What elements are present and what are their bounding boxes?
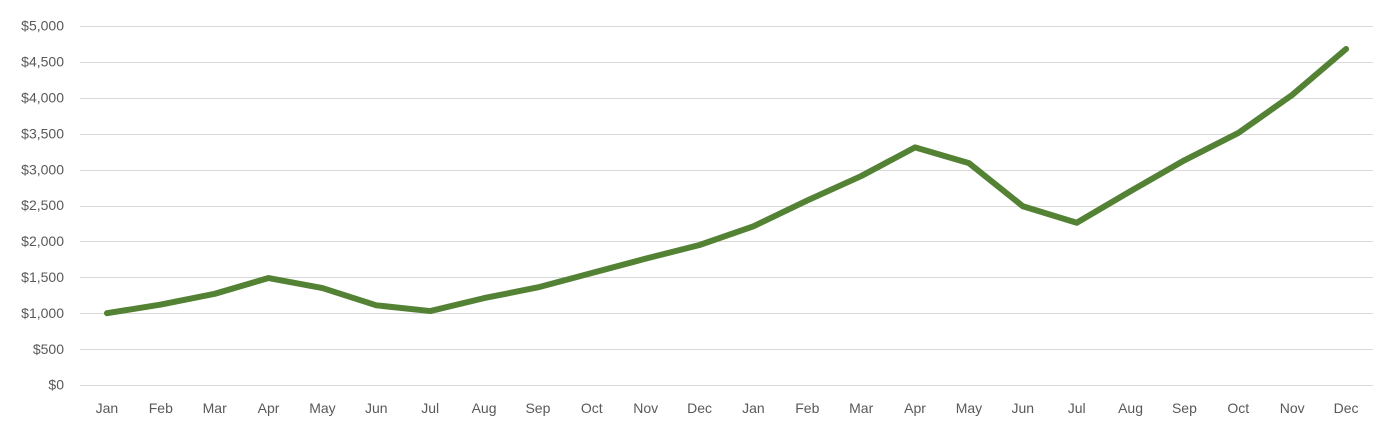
x-tick-label: May	[309, 400, 335, 416]
series-layer	[103, 45, 1350, 317]
x-tick-label: Mar	[203, 400, 227, 416]
x-tick-label: Feb	[795, 400, 819, 416]
y-axis-tick-labels: $0 $500 $1,000 $1,500 $2,000 $2,500 $3,000 $3,5…	[21, 18, 64, 393]
x-tick-label: Aug	[472, 400, 497, 416]
x-tick-label: Oct	[1227, 400, 1249, 416]
x-tick-label: Jul	[1068, 400, 1086, 416]
x-tick-label: Nov	[633, 400, 658, 416]
x-tick-label: Oct	[581, 400, 603, 416]
y-tick-label: $5,000	[21, 18, 64, 34]
x-tick-label: Aug	[1118, 400, 1143, 416]
x-tick-label: Jan	[96, 400, 119, 416]
x-tick-label: Feb	[149, 400, 173, 416]
gridlines	[80, 26, 1373, 386]
x-axis-tick-labels: Jan Feb Mar Apr May Jun Jul Aug Sep Oct Nov Dec Jan F…	[96, 400, 1359, 416]
y-tick-label: $1,500	[21, 269, 64, 285]
x-tick-label: Jul	[421, 400, 439, 416]
y-tick-label: $2,000	[21, 233, 64, 249]
y-tick-label: $4,000	[21, 90, 64, 106]
x-tick-label: Apr	[904, 400, 926, 416]
y-tick-label: $500	[33, 341, 64, 357]
y-tick-label: $0	[48, 377, 64, 393]
x-tick-label: Dec	[1334, 400, 1359, 416]
x-tick-label: May	[956, 400, 982, 416]
x-tick-label: Sep	[525, 400, 550, 416]
x-tick-label: Sep	[1172, 400, 1197, 416]
y-tick-label: $1,000	[21, 305, 64, 321]
x-tick-label: Jan	[742, 400, 765, 416]
x-tick-label: Jun	[1012, 400, 1035, 416]
x-tick-label: Mar	[849, 400, 873, 416]
x-tick-label: Dec	[687, 400, 712, 416]
x-tick-label: Apr	[258, 400, 280, 416]
x-tick-label: Nov	[1280, 400, 1305, 416]
y-tick-label: $3,000	[21, 161, 64, 177]
y-tick-label: $4,500	[21, 54, 64, 70]
y-tick-label: $2,500	[21, 197, 64, 213]
x-tick-label: Jun	[365, 400, 388, 416]
series-line-0	[103, 45, 1350, 317]
y-tick-label: $3,500	[21, 125, 64, 141]
